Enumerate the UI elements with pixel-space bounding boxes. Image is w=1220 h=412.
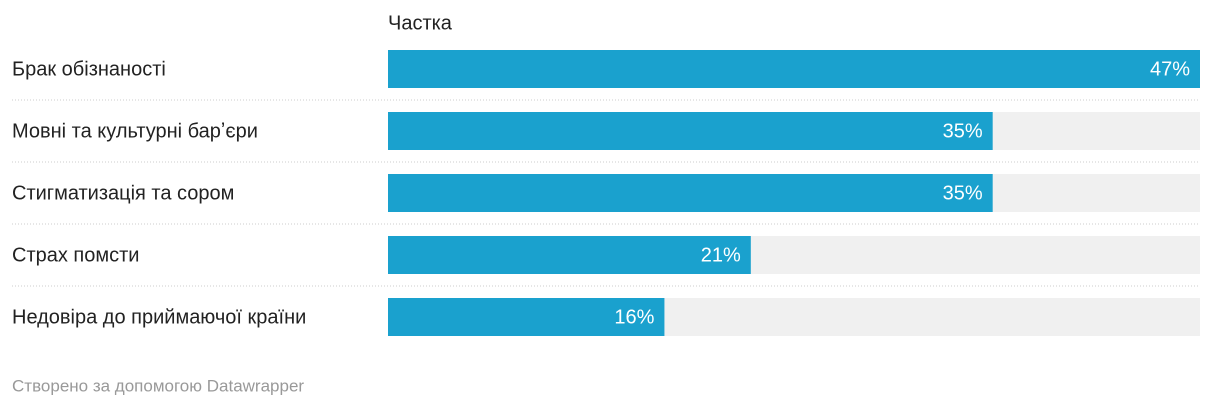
category-label: Брак обізнаності [12,58,166,80]
value-label: 21% [701,244,741,266]
column-header: Частка [388,12,453,34]
bar [388,174,993,212]
bar [388,298,665,336]
category-label: Страх помсти [12,244,139,266]
value-label: 35% [943,120,983,142]
category-label: Мовні та культурні барʼєри [12,120,258,142]
category-label: Недовіра до приймаючої країни [12,306,306,328]
value-label: 47% [1150,58,1190,80]
bar [388,112,993,150]
bar [388,236,751,274]
value-label: 35% [943,182,983,204]
bar [388,50,1200,88]
category-label: Стигматизація та сором [12,182,234,204]
footer: Створено за допомогою Datawrapper [12,376,304,395]
value-label: 16% [614,306,654,328]
